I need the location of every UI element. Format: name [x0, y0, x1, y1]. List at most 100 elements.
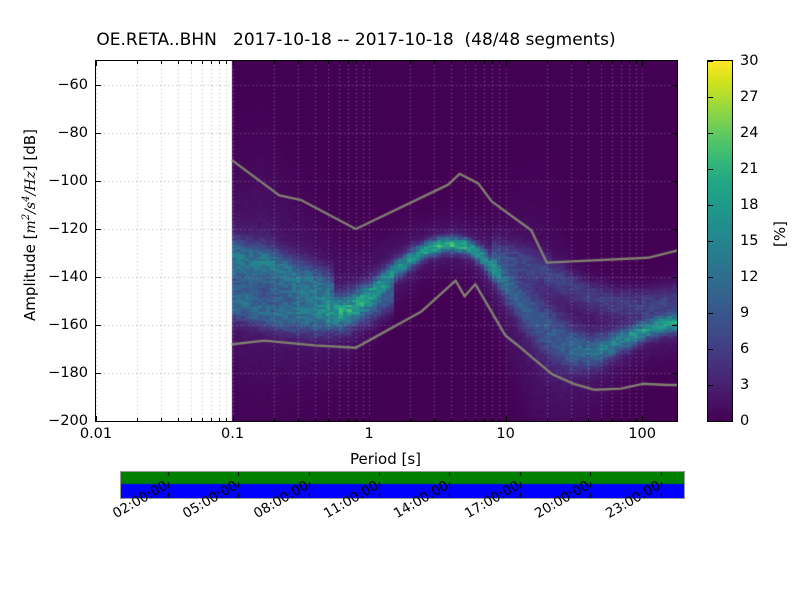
- y-axis-tick-mark: [672, 373, 677, 374]
- ppsd-plot-area: [95, 60, 678, 422]
- x-axis-minor-tick-mark: [191, 61, 192, 64]
- y-axis-tick-mark: [672, 229, 677, 230]
- colorbar-tick-mark: [708, 169, 713, 170]
- y-axis-tick-mark: [96, 277, 101, 278]
- colorbar-tick-mark: [708, 385, 713, 386]
- x-axis-tick-mark: [506, 416, 507, 421]
- y-axis-tick-mark: [96, 373, 101, 374]
- colorbar-tick-mark: [708, 133, 713, 134]
- colorbar-tick-label: 12: [740, 269, 759, 285]
- x-axis-tick-mark: [233, 61, 234, 66]
- y-axis-tick-mark: [96, 325, 101, 326]
- colorbar-tick-mark: [708, 349, 713, 350]
- x-axis-tick-label: 1: [364, 426, 374, 442]
- x-axis-minor-tick-mark: [499, 418, 500, 421]
- x-axis-minor-tick-mark: [363, 418, 364, 421]
- colorbar-tick-mark: [708, 277, 713, 278]
- y-axis-tick-label: −160: [48, 317, 88, 333]
- y-axis-tick-mark: [672, 421, 677, 422]
- ppsd-heatmap-canvas: [96, 61, 677, 421]
- x-axis-minor-tick-mark: [356, 418, 357, 421]
- colorbar-tick-mark: [708, 205, 713, 206]
- x-axis-minor-tick-mark: [202, 418, 203, 421]
- x-axis-minor-tick-mark: [571, 61, 572, 64]
- x-axis-minor-tick-mark: [465, 61, 466, 64]
- x-axis-minor-tick-mark: [137, 418, 138, 421]
- colorbar-tick-label: 3: [740, 377, 750, 393]
- y-axis-tick-mark: [96, 133, 101, 134]
- x-axis-minor-tick-mark: [601, 61, 602, 64]
- x-axis-minor-tick-mark: [410, 61, 411, 64]
- x-axis-minor-tick-mark: [547, 61, 548, 64]
- colorbar-tick-label: 15: [740, 233, 759, 249]
- x-axis-minor-tick-mark: [363, 61, 364, 64]
- y-axis-tick-label: −120: [48, 221, 88, 237]
- x-axis-minor-tick-mark: [492, 61, 493, 64]
- x-axis-minor-tick-mark: [475, 61, 476, 64]
- x-axis-minor-tick-mark: [451, 418, 452, 421]
- x-axis-minor-tick-mark: [434, 418, 435, 421]
- x-axis-minor-tick-mark: [274, 61, 275, 64]
- colorbar-tick-mark: [708, 421, 713, 422]
- y-axis-tick-mark: [672, 85, 677, 86]
- x-axis-minor-tick-mark: [636, 418, 637, 421]
- colorbar-tick-label: 21: [740, 161, 759, 177]
- colorbar-tick-label: 9: [740, 305, 750, 321]
- y-axis-tick-mark: [672, 277, 677, 278]
- x-axis-minor-tick-mark: [434, 61, 435, 64]
- x-axis-minor-tick-mark: [339, 61, 340, 64]
- colorbar-tick-label: 18: [740, 197, 759, 213]
- x-axis-tick-label: 0.1: [221, 426, 245, 442]
- x-axis-minor-tick-mark: [315, 418, 316, 421]
- x-axis-minor-tick-mark: [410, 418, 411, 421]
- y-axis-tick-label: −180: [48, 365, 88, 381]
- x-axis-label: Period [s]: [349, 450, 422, 468]
- y-axis-tick-label: −60: [57, 77, 88, 93]
- x-axis-minor-tick-mark: [475, 418, 476, 421]
- x-axis-minor-tick-mark: [621, 61, 622, 64]
- y-axis-tick-mark: [96, 421, 101, 422]
- y-axis-tick-label: −80: [57, 125, 88, 141]
- time-coverage-canvas: [121, 472, 684, 498]
- colorbar-tick-label: 0: [740, 413, 750, 429]
- x-axis-minor-tick-mark: [178, 61, 179, 64]
- y-axis-tick-mark: [672, 181, 677, 182]
- x-axis-tick-label: 0.01: [79, 426, 113, 442]
- x-axis-minor-tick-mark: [499, 61, 500, 64]
- x-axis-minor-tick-mark: [328, 61, 329, 64]
- x-axis-minor-tick-mark: [629, 61, 630, 64]
- y-axis-label-math-m-exponent: 2: [21, 213, 32, 221]
- y-axis-tick-label: −140: [48, 269, 88, 285]
- colorbar-unit-label: [%]: [771, 221, 789, 247]
- x-axis-minor-tick-mark: [451, 61, 452, 64]
- x-axis-tick-mark: [233, 416, 234, 421]
- time-coverage-bar: [120, 471, 685, 499]
- x-axis-minor-tick-mark: [191, 418, 192, 421]
- colorbar-tick-label: 24: [740, 125, 759, 141]
- colorbar-tick-mark: [708, 61, 713, 62]
- y-axis-tick-label: −200: [48, 413, 88, 429]
- colorbar-tick-mark: [708, 313, 713, 314]
- colorbar-tick-label: 30: [740, 53, 759, 69]
- x-axis-minor-tick-mark: [348, 61, 349, 64]
- x-axis-minor-tick-mark: [492, 418, 493, 421]
- x-axis-tick-mark: [96, 61, 97, 66]
- x-axis-minor-tick-mark: [226, 418, 227, 421]
- x-axis-minor-tick-mark: [547, 418, 548, 421]
- x-axis-minor-tick-mark: [484, 61, 485, 64]
- x-axis-minor-tick-mark: [348, 418, 349, 421]
- x-axis-minor-tick-mark: [356, 61, 357, 64]
- x-axis-minor-tick-mark: [202, 61, 203, 64]
- x-axis-minor-tick-mark: [211, 61, 212, 64]
- x-axis-tick-mark: [96, 416, 97, 421]
- x-axis-minor-tick-mark: [588, 61, 589, 64]
- x-axis-minor-tick-mark: [636, 61, 637, 64]
- y-axis-tick-mark: [96, 181, 101, 182]
- x-axis-minor-tick-mark: [274, 418, 275, 421]
- x-axis-minor-tick-mark: [629, 418, 630, 421]
- x-axis-tick-mark: [642, 61, 643, 66]
- x-axis-minor-tick-mark: [211, 418, 212, 421]
- y-axis-tick-mark: [672, 325, 677, 326]
- colorbar-tick-label: 6: [740, 341, 750, 357]
